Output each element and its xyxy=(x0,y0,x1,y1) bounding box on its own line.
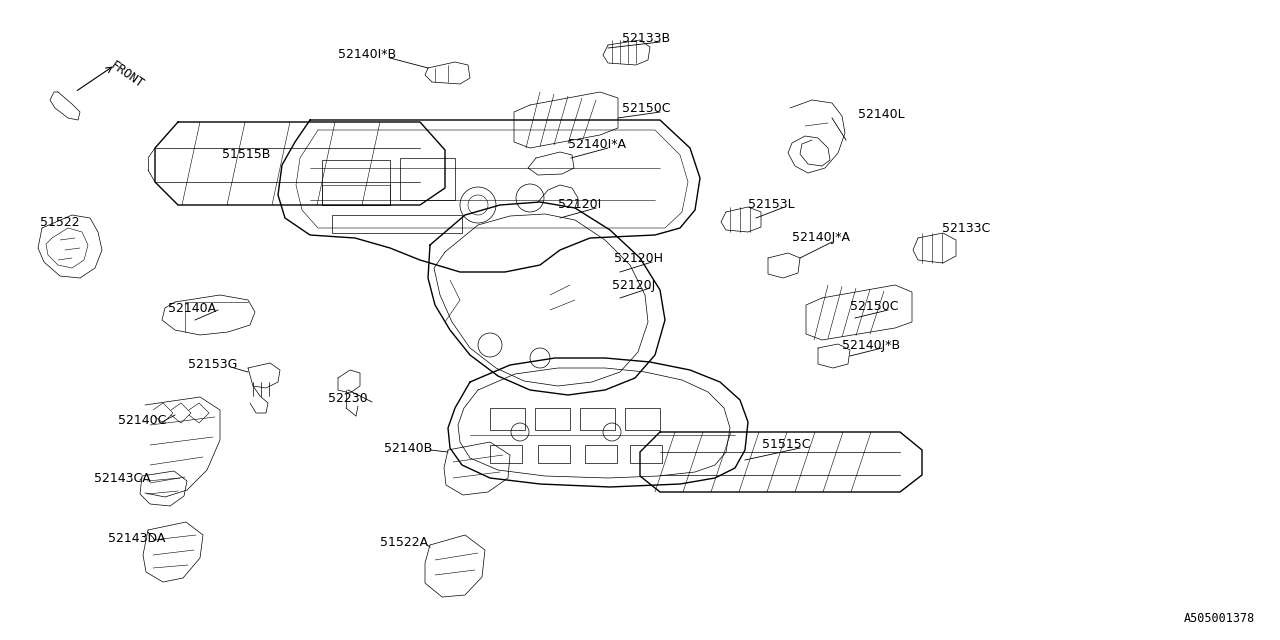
Bar xyxy=(625,408,660,430)
Text: 52153L: 52153L xyxy=(748,198,795,211)
Bar xyxy=(490,445,522,463)
Text: 52133C: 52133C xyxy=(942,221,991,234)
Text: 52153G: 52153G xyxy=(188,358,237,371)
Text: 51522A: 51522A xyxy=(380,536,428,550)
Text: 52140A: 52140A xyxy=(168,301,216,314)
Text: FRONT: FRONT xyxy=(108,59,146,91)
Text: 52150C: 52150C xyxy=(622,102,671,115)
Text: 52140L: 52140L xyxy=(858,109,905,122)
Bar xyxy=(332,215,462,233)
Bar xyxy=(490,408,525,430)
Text: 52140J*A: 52140J*A xyxy=(792,232,850,244)
Text: 52140I*B: 52140I*B xyxy=(338,49,396,61)
Text: 52150C: 52150C xyxy=(850,300,899,312)
Text: 52143DA: 52143DA xyxy=(108,531,165,545)
Bar xyxy=(538,445,570,463)
Text: 52140I*A: 52140I*A xyxy=(568,138,626,152)
Text: 51515B: 51515B xyxy=(221,148,270,161)
Text: 52140B: 52140B xyxy=(384,442,433,454)
Text: 52230: 52230 xyxy=(328,392,367,404)
Text: 51515C: 51515C xyxy=(762,438,810,451)
Bar xyxy=(630,445,662,463)
Bar xyxy=(323,160,390,205)
Bar xyxy=(585,445,617,463)
Text: 52120I: 52120I xyxy=(558,198,602,211)
Bar xyxy=(580,408,614,430)
Text: 52120H: 52120H xyxy=(614,252,663,264)
Text: 52140J*B: 52140J*B xyxy=(842,339,900,351)
Text: 52133B: 52133B xyxy=(622,31,671,45)
Bar xyxy=(535,408,570,430)
Bar xyxy=(399,158,454,200)
Text: A505001378: A505001378 xyxy=(1184,612,1254,625)
Text: 51522: 51522 xyxy=(40,216,79,228)
Text: 52143CA: 52143CA xyxy=(93,472,151,484)
Bar xyxy=(323,185,390,205)
Text: 52140C: 52140C xyxy=(118,413,166,426)
Text: 52120J: 52120J xyxy=(612,278,655,291)
